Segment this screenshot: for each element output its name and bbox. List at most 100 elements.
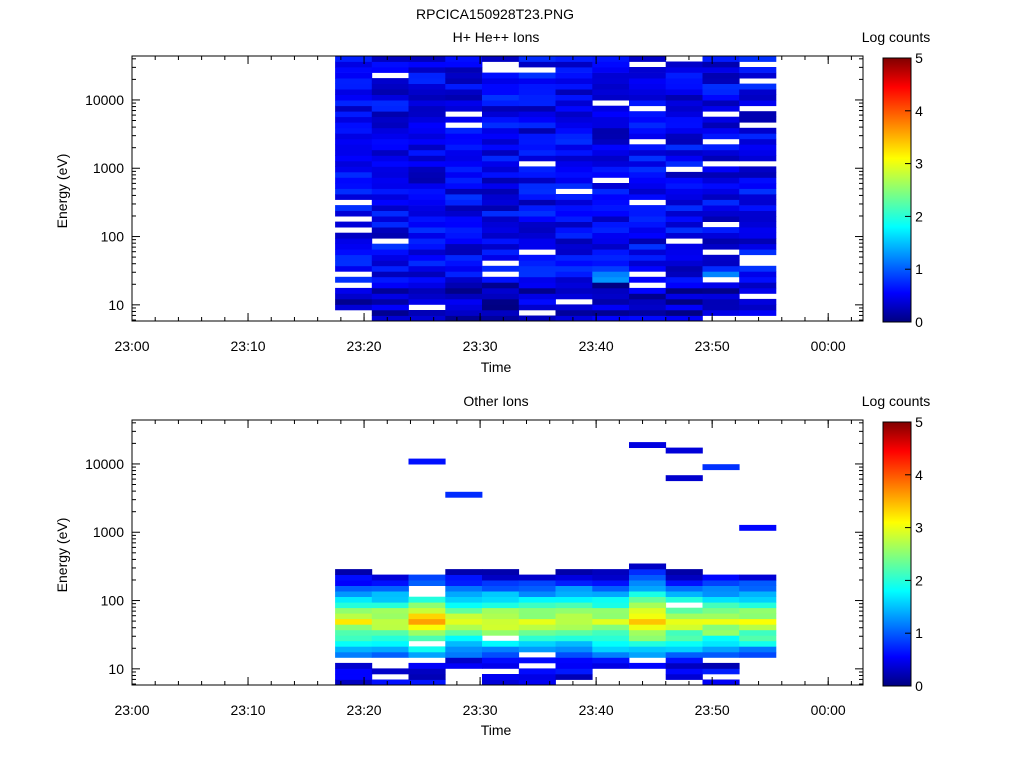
spectrogram-cell [629,83,667,90]
spectrogram-cell [335,138,373,145]
spectrogram-cell [665,72,703,79]
x-tick-label: 23:10 [231,338,266,354]
spectrogram-cell [408,177,446,184]
spectrogram-cell [408,668,446,675]
spectrogram-cell [665,629,703,636]
spectrogram-cell [482,133,520,140]
spectrogram-cell [371,271,409,278]
spectrogram-cell [629,216,667,222]
spectrogram-cell [335,607,373,614]
spectrogram-cell [629,67,667,73]
x-axis-label: Time [481,359,512,375]
spectrogram-cell [555,61,593,68]
spectrogram-cell [371,144,409,151]
spectrogram-cell [702,149,740,156]
spectrogram-cell [518,194,556,200]
spectrogram-cell [371,249,409,256]
spectrogram-cell [629,646,667,653]
spectrogram-cell [371,243,409,250]
spectrogram-cell [518,183,556,189]
spectrogram-cell [702,298,740,305]
spectrogram-cell [482,596,520,603]
spectrogram-cell [555,310,593,316]
spectrogram-cell [739,221,777,228]
spectrogram-cell [335,674,373,680]
spectrogram-cell [335,127,373,134]
colorbar-label: Log counts [862,393,931,409]
spectrogram-cell [592,238,630,245]
spectrogram-cell [335,293,373,300]
spectrogram-cell [371,298,409,305]
spectrogram-cell [482,276,520,283]
spectrogram-cell [739,188,777,195]
spectrogram-cell [371,668,409,675]
spectrogram-cell [518,232,556,239]
spectrogram-cell [408,596,446,603]
spectrogram-cell [518,94,556,101]
spectrogram-cell [335,205,373,211]
spectrogram-cell [482,602,520,609]
spectrogram-cell [445,585,483,592]
spectrogram-cell [702,127,740,134]
spectrogram-cell [371,265,409,272]
spectrogram-cell [408,271,446,278]
spectrogram-cell [739,607,777,614]
spectrogram-cell [371,287,409,294]
spectrogram-cell [371,580,409,586]
spectrogram-cell [482,662,520,669]
spectrogram-cell [629,287,667,294]
spectrogram-cell [371,221,409,228]
spectrogram-cell [371,276,409,283]
spectrogram-cell [739,149,777,156]
spectrogram-cell [702,574,740,581]
spectrogram-cell [482,89,520,95]
spectrogram-cell [665,596,703,603]
spectrogram-cell [629,249,667,256]
spectrogram-cell [371,83,409,90]
spectrogram-cell [555,205,593,211]
spectrogram-cell [482,210,520,217]
spectrogram-cell [592,265,630,272]
x-tick-label: 23:40 [579,702,614,718]
spectrogram-cell [482,56,520,62]
spectrogram-cell [665,282,703,289]
spectrogram-cell [518,56,556,62]
spectrogram-cell [665,260,703,267]
spectrogram-cell [739,624,777,631]
x-tick-label: 23:00 [114,702,149,718]
spectrogram-cell [739,585,777,592]
spectrogram-cell [702,67,740,73]
spectrogram-cell [445,293,483,300]
spectrogram-cell [482,640,520,647]
spectrogram-cell [445,629,483,636]
spectrogram-cell [665,194,703,200]
spectrogram-cell [555,646,593,653]
spectrogram-cell [371,67,409,73]
spectrogram-cell [592,298,630,305]
y-tick-label: 10 [108,297,124,313]
spectrogram-cell [739,116,777,123]
spectrogram-cell [445,160,483,167]
spectrogram-cell [702,144,740,151]
spectrogram-cell [665,293,703,300]
spectrogram-cell [445,144,483,151]
spectrogram-cell [629,624,667,631]
spectrogram-cell [592,585,630,592]
spectrogram-cell [592,56,630,62]
spectrogram-cell [335,94,373,101]
spectrogram-cell [445,613,483,620]
spectrogram-cell [408,216,446,222]
spectrogram-cell [518,679,556,686]
spectrogram-cell [702,166,740,173]
spectrogram-cell [518,640,556,647]
spectrogram-cell [408,94,446,101]
spectrogram-cell [555,160,593,167]
spectrogram-cell [665,216,703,222]
spectrogram-cell [408,310,446,316]
spectrogram-cell [518,602,556,609]
spectrogram-cell [445,607,483,614]
spectrogram-cell [555,293,593,300]
spectrogram-cell [629,442,667,448]
spectrogram-cell [739,613,777,620]
spectrogram-cell [592,149,630,156]
